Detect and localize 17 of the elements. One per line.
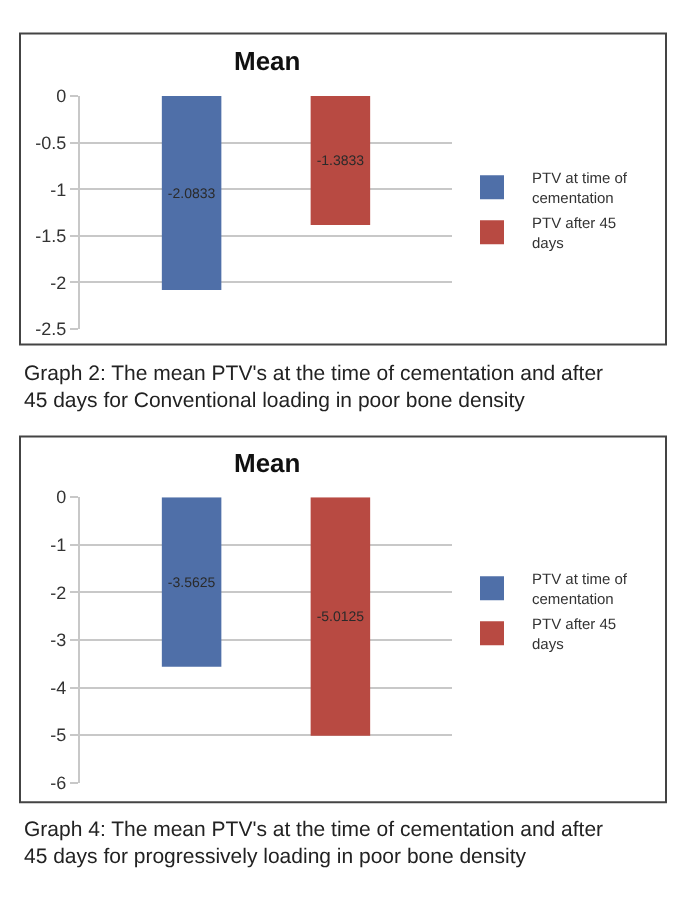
y-tick-label: -0.5 (35, 132, 67, 153)
y-tick-label: -4 (50, 677, 67, 698)
y-tick-label: -1 (50, 535, 67, 556)
y-tick-label: -6 (50, 773, 67, 794)
y-tick-label: -1.5 (35, 226, 67, 247)
chart-title: Mean (234, 448, 301, 478)
y-tick-label: 0 (56, 487, 67, 508)
caption: Graph 4: The mean PTV's at the time of cementation and after 45 days for progressively loading in poor bone density (24, 818, 605, 870)
y-tick-label: 0 (56, 86, 67, 107)
y-tick-label: -2.5 (35, 319, 67, 340)
caption: Graph 2: The mean PTV's at the time of cementation and after 45 days for Conventional loading in poor bone density (24, 362, 605, 414)
chart-title: Mean (234, 46, 301, 76)
y-tick-label: -2 (50, 582, 67, 603)
y-tick-label: -5 (50, 725, 67, 746)
y-tick-label: -2 (50, 272, 67, 293)
y-tick-label: -3 (50, 630, 67, 651)
y-tick-label: -1 (50, 179, 67, 200)
